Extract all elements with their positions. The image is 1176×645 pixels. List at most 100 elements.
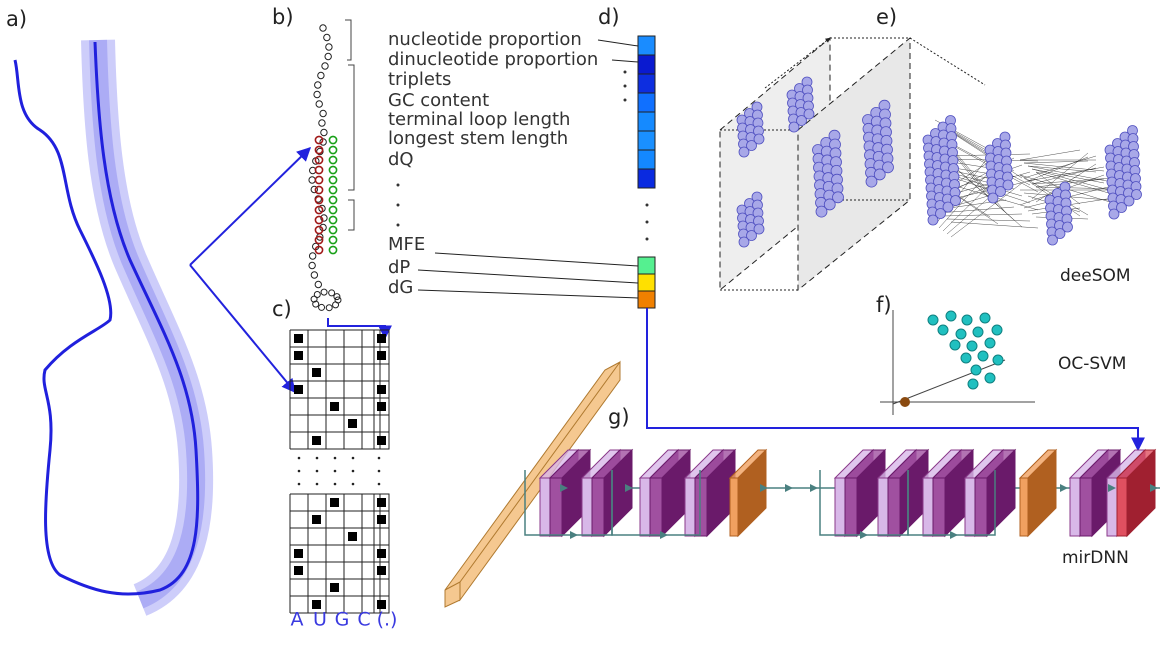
nucleotide (308, 252, 317, 260)
nucleotide (320, 288, 328, 296)
ellipsis-dot (315, 482, 319, 486)
flow-arrow (570, 531, 578, 539)
connection (1027, 165, 1113, 183)
nucleotide (313, 90, 321, 99)
connection (1023, 155, 1097, 179)
one (348, 419, 357, 428)
base-label: (.) (377, 609, 398, 631)
connection (950, 182, 1023, 238)
nucleotide (320, 214, 328, 222)
ellipsis-dot (297, 469, 301, 473)
connection (1027, 166, 1105, 182)
connection (1031, 168, 1121, 194)
feature-label: triplets (388, 69, 451, 90)
vector-cell (637, 290, 656, 309)
nucleotide (310, 185, 318, 194)
connection (1023, 162, 1105, 172)
nucleotide (328, 135, 338, 145)
data-point (966, 340, 978, 352)
conv-layer (964, 477, 976, 537)
data-point (991, 324, 1003, 336)
nucleotide (314, 280, 323, 289)
nucleotide (308, 261, 316, 270)
conv-layer (844, 477, 858, 537)
one (377, 351, 386, 360)
connection (1035, 171, 1113, 195)
connection (950, 221, 1039, 229)
conv-layer (694, 477, 708, 537)
neuron (935, 208, 946, 219)
one (377, 334, 386, 343)
conv-layer (729, 477, 739, 537)
nucleotide (320, 128, 328, 137)
neuron (927, 214, 939, 226)
one (330, 402, 339, 411)
conv-layer (1069, 477, 1081, 537)
neuron (950, 195, 961, 206)
data-point (955, 328, 967, 340)
nucleotide (319, 109, 327, 118)
neuron (815, 205, 828, 218)
conv-layer (887, 477, 901, 537)
vector-cell (637, 273, 656, 292)
one (312, 436, 321, 445)
conv-layer (539, 477, 551, 537)
ocsvm-diagram (880, 310, 1035, 415)
conv-layer (834, 477, 846, 537)
nucleotide (314, 215, 324, 225)
cell (373, 595, 390, 614)
ellipsis-dot (351, 469, 355, 473)
one (294, 566, 303, 575)
neuron (873, 168, 886, 181)
nucleotide (314, 245, 324, 255)
ellipsis-dot (396, 203, 400, 207)
ellipsis-dot (297, 456, 301, 460)
conv-layer (581, 477, 593, 537)
panel-label: f) (876, 293, 892, 317)
panel-label: e) (876, 5, 897, 29)
nucleotide (314, 135, 324, 145)
conv-layer (922, 477, 934, 537)
ellipsis-dot (396, 183, 400, 187)
connection (946, 218, 1031, 222)
ellipsis-dot (623, 84, 627, 88)
neuron (1002, 179, 1014, 191)
connection (1023, 192, 1121, 202)
one (312, 600, 321, 609)
connector (434, 252, 639, 267)
neuron (746, 140, 757, 151)
conv-layer (932, 477, 946, 537)
conv-layer (1079, 477, 1093, 537)
conv-layer (684, 477, 696, 537)
nucleotide (328, 185, 338, 195)
neuron (738, 146, 750, 158)
bracket (345, 19, 355, 231)
nucleotide (328, 225, 338, 235)
neuron (882, 161, 894, 174)
flow-arrow (860, 531, 868, 539)
nucleotide (314, 185, 324, 195)
base-label: G (335, 609, 350, 631)
neuron (1047, 234, 1058, 246)
conv-layer (1126, 448, 1156, 538)
feature-label: nucleotide proportion (388, 29, 582, 50)
panel-label: a) (6, 7, 27, 31)
nucleotide (328, 205, 338, 215)
flow-arrow (1150, 484, 1158, 492)
nucleotide (314, 155, 324, 165)
ellipsis-dot (377, 482, 381, 486)
data-point (960, 352, 972, 364)
connection (1035, 186, 1121, 190)
nucleotide (323, 33, 331, 42)
ellipsis-dot (315, 469, 319, 473)
conv-layer (1116, 477, 1128, 537)
flow-arrow (950, 531, 958, 539)
neuron (987, 192, 999, 204)
nucleotide (328, 235, 338, 245)
cell (373, 414, 390, 433)
one (330, 583, 339, 592)
one (312, 515, 321, 524)
connection (1031, 168, 1105, 184)
neuron (796, 115, 807, 126)
